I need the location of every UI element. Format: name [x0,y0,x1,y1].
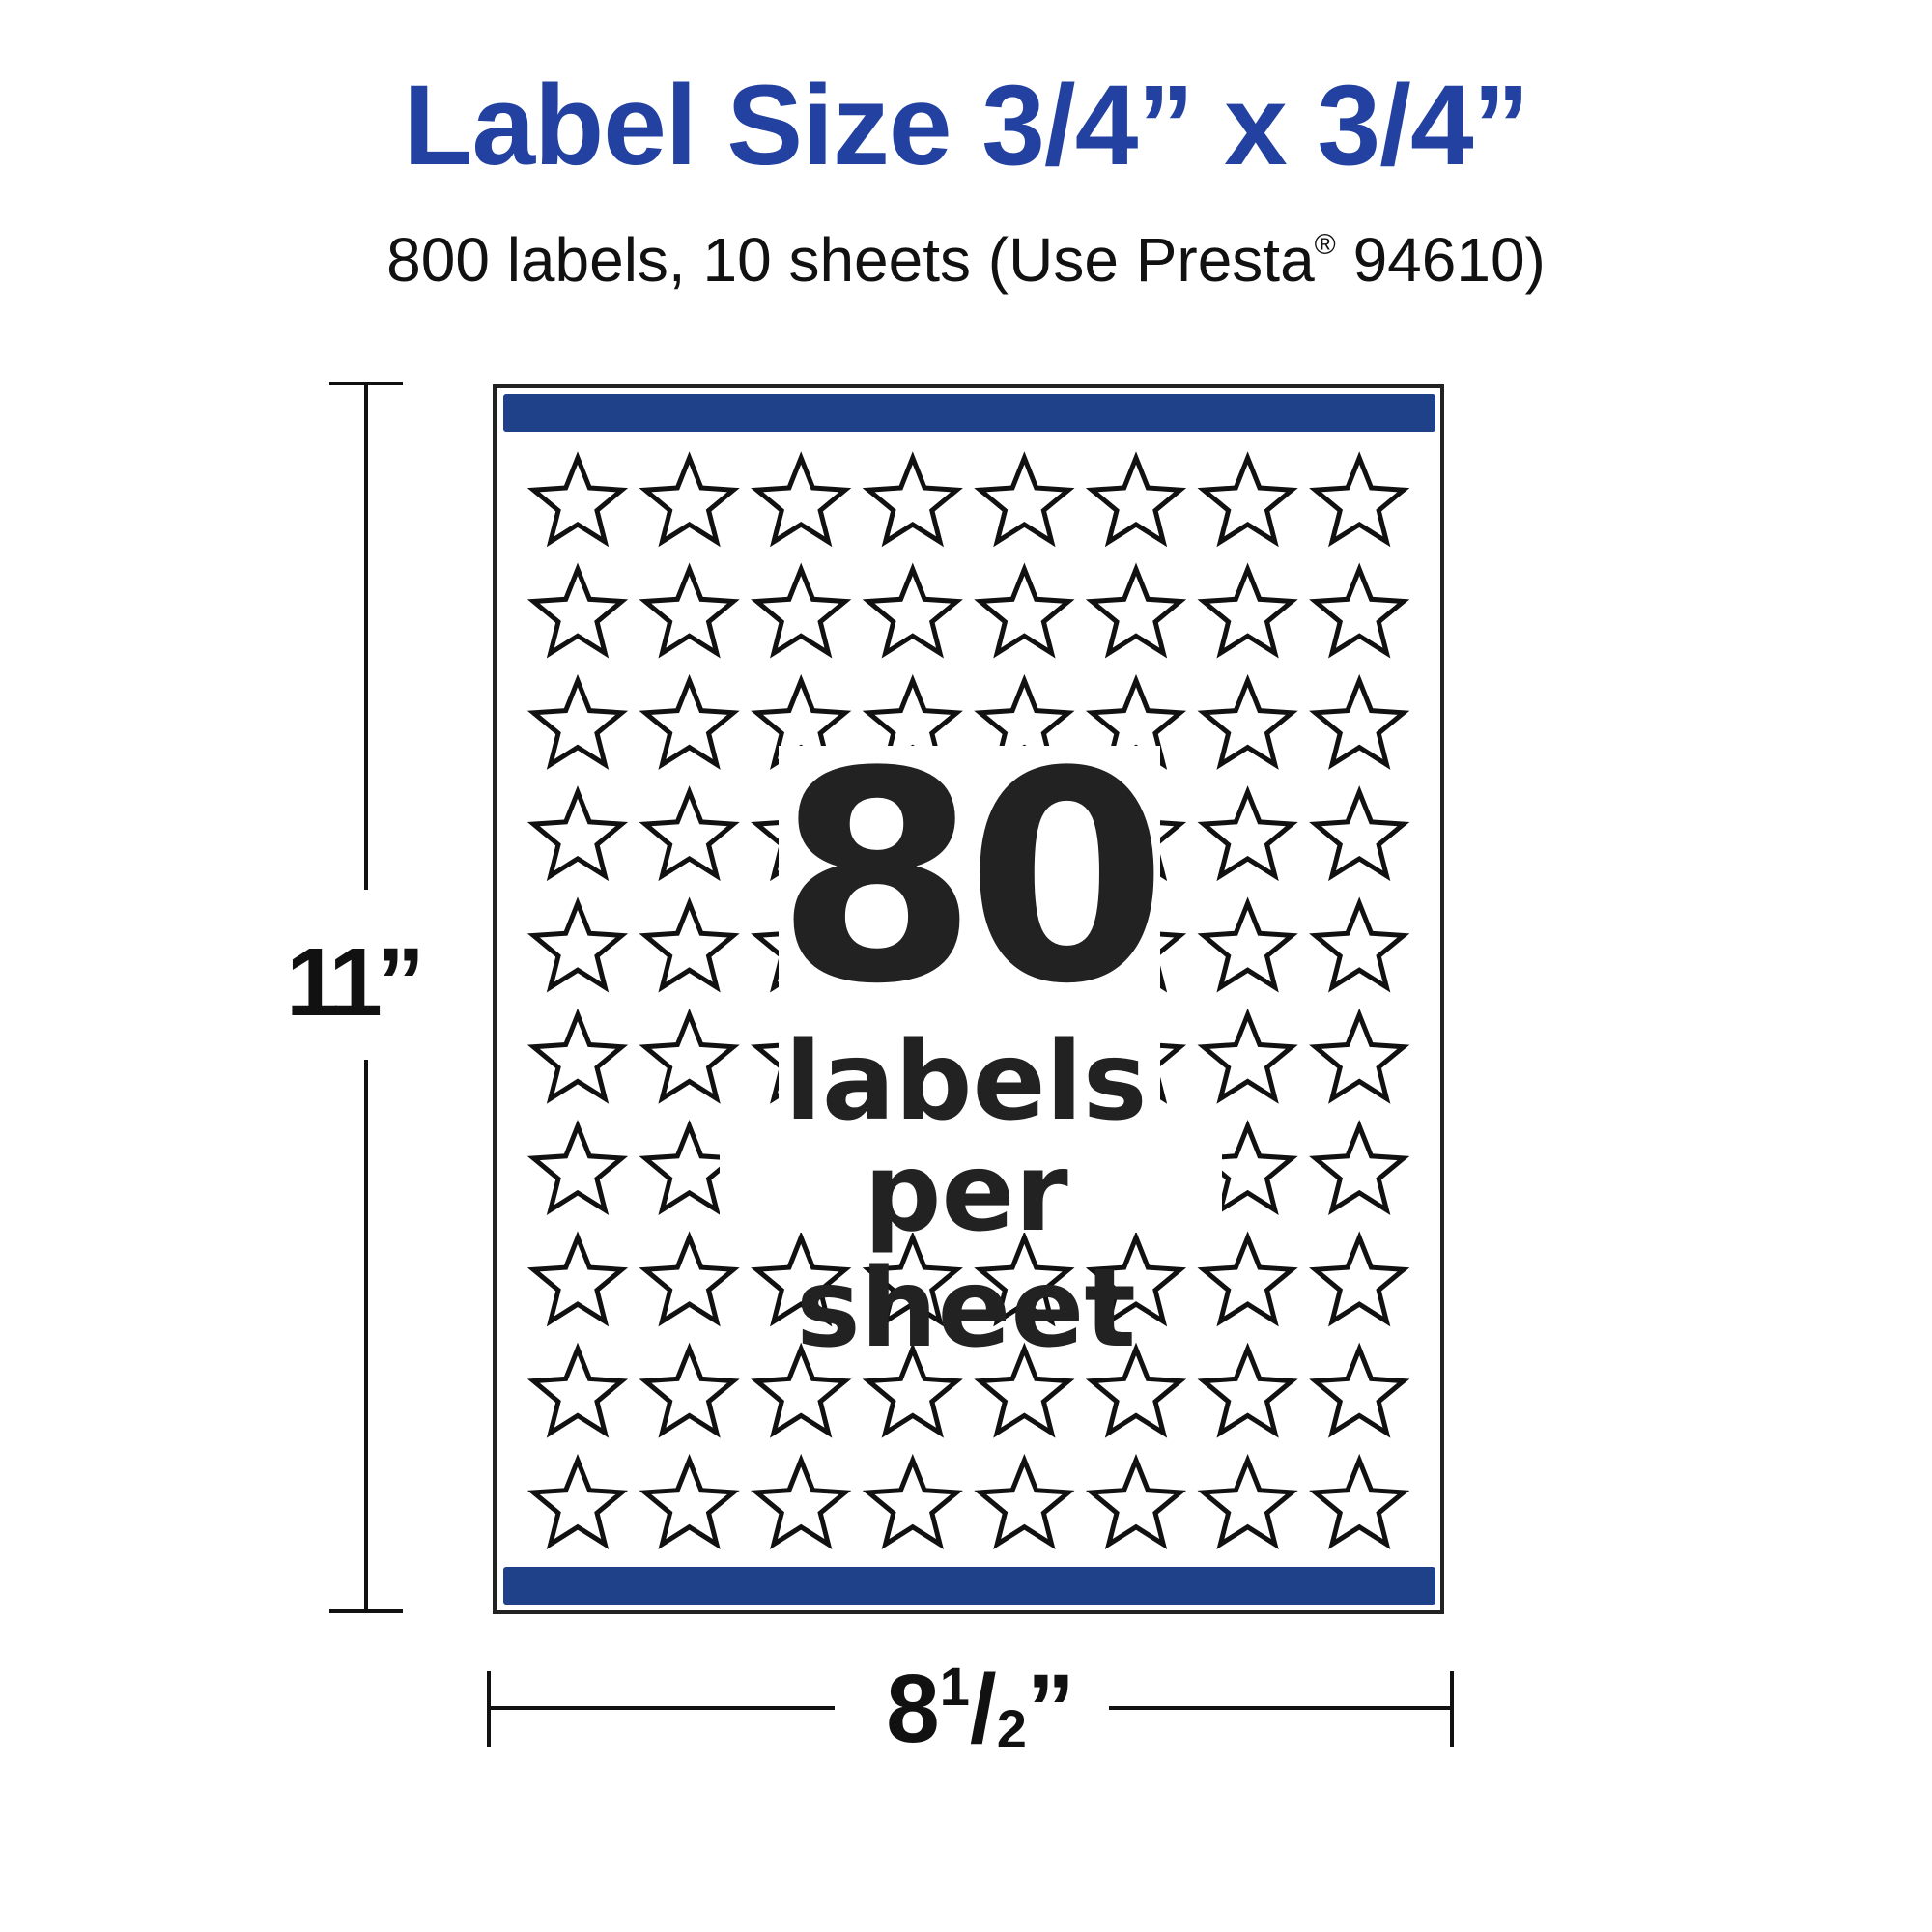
star-outline-icon [1309,896,1410,993]
subtitle: 800 labels, 10 sheets (Use Presta® 94610… [0,224,1932,296]
labels-text: labels [784,1019,1148,1145]
star-outline-icon [526,785,629,882]
star-outline-icon [1197,785,1298,882]
star-outline-icon [526,1120,629,1216]
star-outline-icon [639,1008,740,1104]
subtitle-text: 800 labels, 10 sheets (Use Presta [386,225,1315,295]
star-outline-icon [1309,451,1410,548]
star-outline-icon [526,1231,629,1327]
star-outline-icon [1197,1342,1298,1438]
star-outline-icon [974,1453,1075,1549]
registered-mark: ® [1314,229,1336,261]
star-outline-icon [1309,673,1410,770]
page-title: Label Size 3/4” x 3/4” [403,62,1529,189]
sheet-top-bar [503,394,1435,432]
star-outline-icon [862,1231,963,1327]
star-outline-icon [1085,1453,1187,1549]
star-outline-icon [1197,673,1298,770]
width-slash: / [969,1655,997,1763]
star-outline-icon [1309,1008,1410,1104]
star-outline-icon [1197,1453,1298,1549]
star-outline-icon [974,451,1075,548]
star-outline-icon [639,896,740,993]
star-outline-icon [1309,785,1410,882]
star-outline-icon [639,1231,740,1327]
labels-count: 80 [776,710,1167,1047]
star-outline-icon [1197,1231,1298,1327]
star-outline-icon [751,1231,852,1327]
width-whole: 8 [886,1655,940,1763]
star-outline-icon [639,1453,740,1549]
width-dim-line-left [489,1706,835,1710]
per-sheet-text: per sheet [796,1130,1136,1372]
star-outline-icon [639,785,740,882]
star-outline-icon [1309,1120,1410,1216]
star-outline-icon [1197,1008,1298,1104]
height-label: 11” [286,928,425,1037]
star-outline-icon [974,1231,1075,1327]
star-outline-icon [1309,1453,1410,1549]
star-outline-icon [639,451,740,548]
star-outline-icon [1085,1231,1187,1327]
star-outline-icon [639,1342,740,1438]
star-outline-icon [862,1342,963,1438]
star-outline-icon [526,673,629,770]
width-inch-mark: ” [1026,1655,1075,1763]
height-dim-bottom-tick [329,1609,403,1613]
height-dim-line-lower [364,1060,368,1611]
star-outline-icon [1197,562,1298,659]
count-backdrop-wide [720,1146,1222,1233]
star-outline-icon [639,562,740,659]
star-outline-icon [974,562,1075,659]
star-outline-icon [751,451,852,548]
star-outline-icon [639,673,740,770]
star-outline-icon [1085,451,1187,548]
star-outline-icon [1309,1231,1410,1327]
subtitle-tail: 94610) [1335,225,1546,295]
width-denominator: 2 [996,1698,1027,1759]
star-outline-icon [1197,451,1298,548]
width-label: 81/2” [850,1654,1111,1765]
width-numerator: 1 [939,1656,970,1717]
height-dim-line-upper [364,384,368,890]
star-outline-icon [526,451,629,548]
star-outline-icon [526,1008,629,1104]
star-outline-icon [526,896,629,993]
star-outline-icon [862,1453,963,1549]
star-outline-icon [526,562,629,659]
star-outline-icon [751,1453,852,1549]
width-dim-right-tick [1450,1671,1454,1747]
sheet-bottom-bar [503,1567,1435,1605]
star-outline-icon [1309,562,1410,659]
star-outline-icon [1085,562,1187,659]
star-outline-icon [1197,896,1298,993]
star-outline-icon [526,1453,629,1549]
star-outline-icon [751,1342,852,1438]
star-outline-icon [862,451,963,548]
width-dim-line-right [1109,1706,1452,1710]
star-outline-icon [974,1342,1075,1438]
star-outline-icon [1309,1342,1410,1438]
star-outline-icon [526,1342,629,1438]
star-outline-icon [1085,1342,1187,1438]
star-outline-icon [862,562,963,659]
star-outline-icon [751,562,852,659]
